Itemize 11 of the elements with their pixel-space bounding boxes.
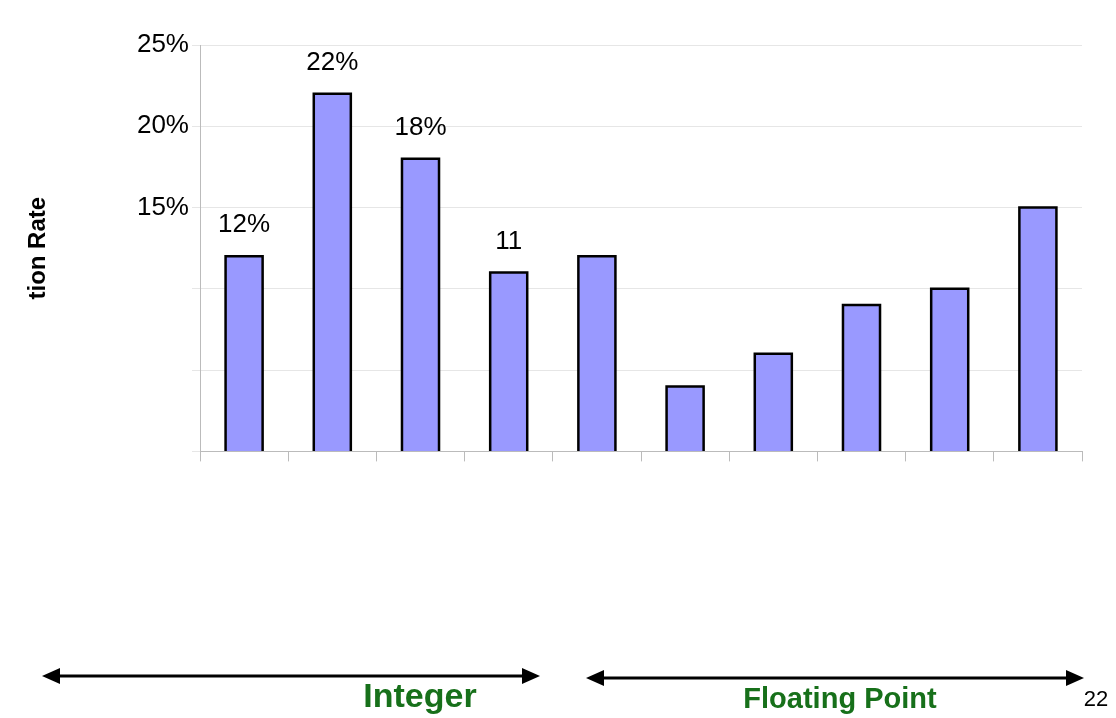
data-label: 11 (495, 224, 523, 255)
y-tick-label: 15% (136, 190, 189, 221)
text: Floating Point (742, 682, 938, 714)
data-label: 12% (218, 208, 271, 239)
y-tick-label: 20% (136, 109, 189, 140)
y-tick-label: 25% (136, 28, 189, 59)
data-label: 22% (306, 45, 359, 76)
y-axis-title: tion Rate (23, 196, 51, 300)
text: Integer (362, 676, 478, 714)
text: 22 (1082, 686, 1110, 711)
data-label: 18% (394, 110, 447, 141)
